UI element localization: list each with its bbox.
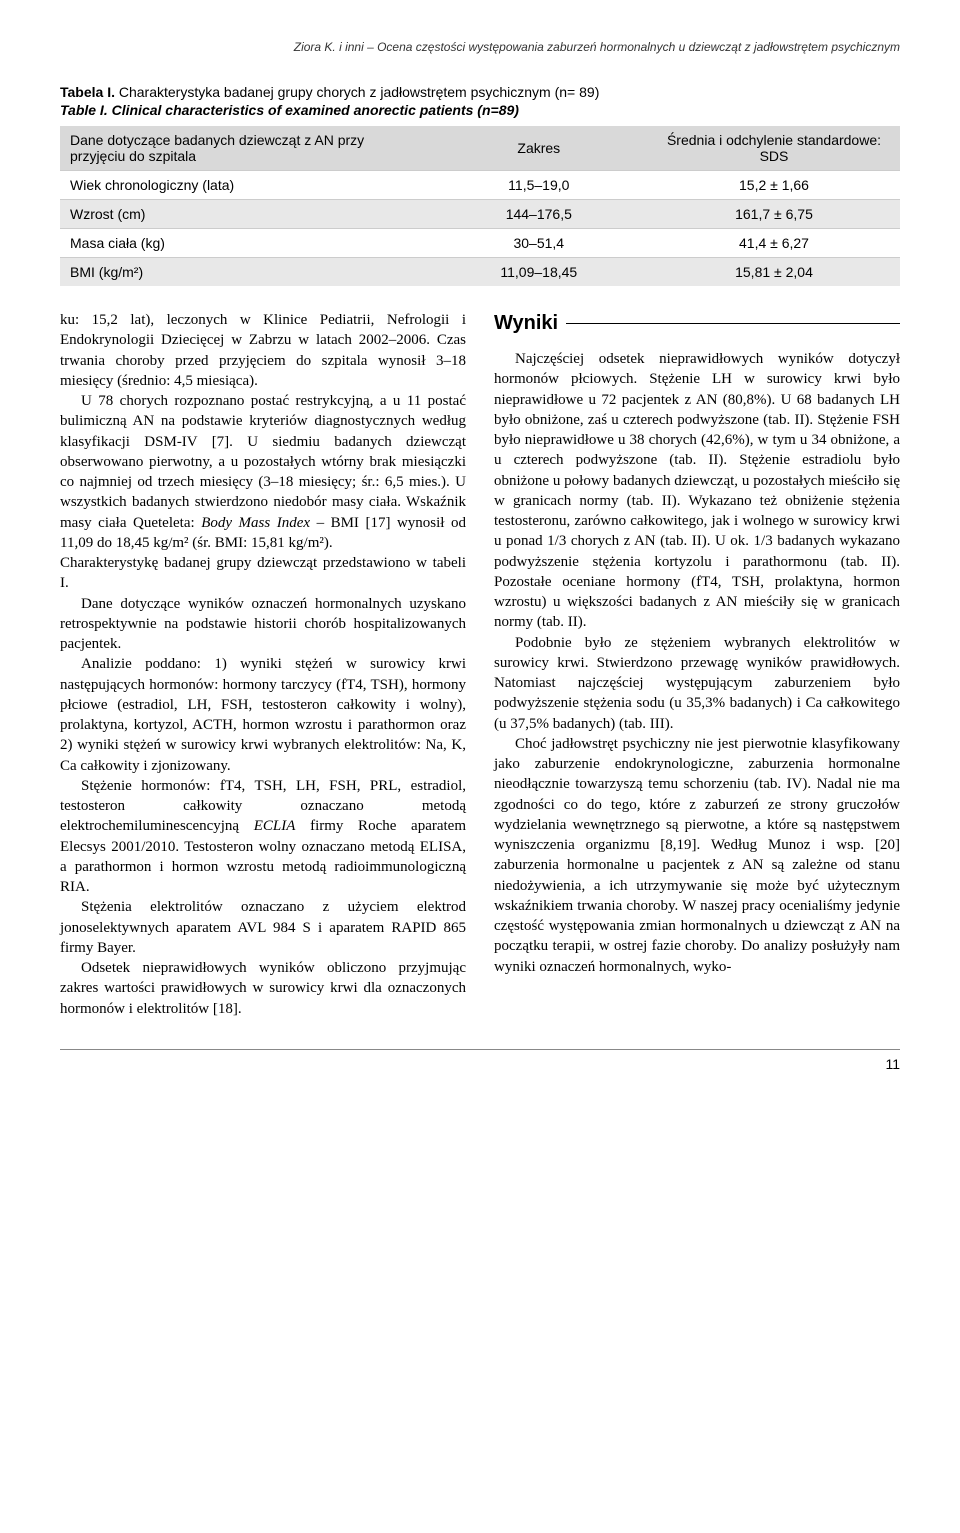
table1-caption-en-text: Clinical characteristics of examined ano… bbox=[112, 102, 519, 118]
table1-label-en: Table I. bbox=[60, 102, 108, 118]
table1-cell: 144–176,5 bbox=[430, 200, 648, 229]
italic-term: ECLIA bbox=[254, 818, 296, 834]
heading-rule bbox=[566, 323, 900, 324]
footer-rule bbox=[60, 1049, 900, 1050]
section-heading-wyniki: Wyniki bbox=[494, 310, 900, 337]
section-heading-text: Wyniki bbox=[494, 310, 558, 337]
right-column: Wyniki Najczęściej odsetek nieprawidłowy… bbox=[494, 310, 900, 1019]
page-number: 11 bbox=[60, 1056, 900, 1072]
table1-cell: BMI (kg/m²) bbox=[60, 258, 430, 287]
table1-cell: Wiek chronologiczny (lata) bbox=[60, 171, 430, 200]
body-paragraph: Stężenie hormonów: fT4, TSH, LH, FSH, PR… bbox=[60, 776, 466, 898]
body-text: U 78 chorych rozpoznano postać restrykcy… bbox=[60, 393, 466, 531]
table-row: BMI (kg/m²) 11,09–18,45 15,81 ± 2,04 bbox=[60, 258, 900, 287]
table-row: Wzrost (cm) 144–176,5 161,7 ± 6,75 bbox=[60, 200, 900, 229]
table1-caption-pl: Tabela I. Charakterystyka badanej grupy … bbox=[60, 84, 900, 100]
body-paragraph: Charakterystykę badanej grupy dziewcząt … bbox=[60, 553, 466, 594]
table1-caption-en: Table I. Clinical characteristics of exa… bbox=[60, 102, 900, 118]
italic-term: Body Mass Index bbox=[201, 515, 310, 531]
table-row: Wiek chronologiczny (lata) 11,5–19,0 15,… bbox=[60, 171, 900, 200]
table1-cell: 15,2 ± 1,66 bbox=[648, 171, 900, 200]
table1-cell: Wzrost (cm) bbox=[60, 200, 430, 229]
body-paragraph: Analizie poddano: 1) wyniki stężeń w sur… bbox=[60, 654, 466, 776]
table1-cell: 15,81 ± 2,04 bbox=[648, 258, 900, 287]
table1-cell: 11,5–19,0 bbox=[430, 171, 648, 200]
table1-header-2: Średnia i odchylenie standardowe: SDS bbox=[648, 126, 900, 171]
table1-cell: Masa ciała (kg) bbox=[60, 229, 430, 258]
body-paragraph: Dane dotyczące wyników oznaczeń hormonal… bbox=[60, 594, 466, 655]
body-paragraph: Najczęściej odsetek nieprawidłowych wyni… bbox=[494, 349, 900, 633]
body-paragraph: Podobnie było ze stężeniem wybranych ele… bbox=[494, 633, 900, 734]
table1-label-pl: Tabela I. bbox=[60, 84, 115, 100]
body-paragraph: U 78 chorych rozpoznano postać restrykcy… bbox=[60, 391, 466, 553]
body-paragraph: Odsetek nieprawidłowych wyników obliczon… bbox=[60, 958, 466, 1019]
left-column: ku: 15,2 lat), leczonych w Klinice Pedia… bbox=[60, 310, 466, 1019]
body-paragraph: ku: 15,2 lat), leczonych w Klinice Pedia… bbox=[60, 310, 466, 391]
table1-cell: 41,4 ± 6,27 bbox=[648, 229, 900, 258]
table1-header-0: Dane dotyczące badanych dziewcząt z AN p… bbox=[60, 126, 430, 171]
body-paragraph: Choć jadłowstręt psychiczny nie jest pie… bbox=[494, 734, 900, 977]
table1-cell: 11,09–18,45 bbox=[430, 258, 648, 287]
body-paragraph: Stężenia elektrolitów oznaczano z użycie… bbox=[60, 897, 466, 958]
table1-caption-pl-text: Charakterystyka badanej grupy chorych z … bbox=[119, 84, 599, 100]
table1-header-1: Zakres bbox=[430, 126, 648, 171]
table-row: Masa ciała (kg) 30–51,4 41,4 ± 6,27 bbox=[60, 229, 900, 258]
running-head: Ziora K. i inni – Ocena częstości występ… bbox=[60, 40, 900, 54]
table1-cell: 30–51,4 bbox=[430, 229, 648, 258]
table1-cell: 161,7 ± 6,75 bbox=[648, 200, 900, 229]
table1: Dane dotyczące badanych dziewcząt z AN p… bbox=[60, 126, 900, 286]
